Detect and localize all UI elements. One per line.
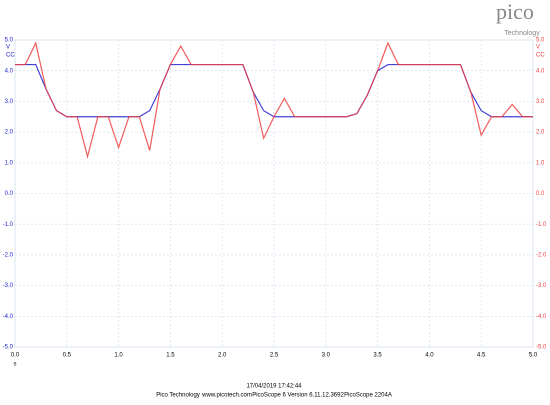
y-tick-label: 3.0 xyxy=(5,99,14,105)
y-tick-label: 5.0 xyxy=(5,38,14,44)
plot-border xyxy=(14,39,534,348)
footer-text: www.picotech.com xyxy=(201,393,252,399)
footer-text: Pico Technology xyxy=(156,393,200,399)
logo-subtitle: Technology xyxy=(504,30,540,37)
y-tick-label: 2.0 xyxy=(5,130,14,136)
y2-tick-label: -5.0 xyxy=(536,345,547,351)
y2-tick-label: 2.0 xyxy=(536,130,545,136)
x-tick-label: 4.0 xyxy=(425,353,434,359)
y2-tick-label: 1.0 xyxy=(536,160,545,166)
x-tick-label: 2.0 xyxy=(218,353,227,359)
y2-unit: V xyxy=(536,45,540,51)
logo: pico xyxy=(496,0,534,24)
y-tick-label: -2.0 xyxy=(3,252,14,258)
y-tick-label: -4.0 xyxy=(3,314,14,320)
y-tick-label: 4.0 xyxy=(5,68,14,74)
x-label: s xyxy=(14,362,17,368)
y2-tick-label: 3.0 xyxy=(536,99,545,105)
x-tick-label: 2.5 xyxy=(270,353,279,359)
y2-tick-label: 0.0 xyxy=(536,191,545,197)
y-tick-label: -3.0 xyxy=(3,283,14,289)
x-tick-label: 4.5 xyxy=(477,353,486,359)
x-tick-label: 5.0 xyxy=(529,353,538,359)
y2-name: CC xyxy=(536,53,545,59)
y-name: CC xyxy=(6,53,15,59)
timestamp: 17/04/2019 17:42:44 xyxy=(246,384,302,390)
y-unit: V xyxy=(6,45,10,51)
y-tick-label: -1.0 xyxy=(3,222,14,228)
y2-tick-label: 4.0 xyxy=(536,68,545,74)
x-tick-label: 0.5 xyxy=(63,353,72,359)
x-tick-label: 3.0 xyxy=(322,353,331,359)
y2-tick-label: -3.0 xyxy=(536,283,547,289)
x-tick-label: 0.0 xyxy=(11,353,20,359)
y2-tick-label: 5.0 xyxy=(536,38,545,44)
y2-tick-label: -2.0 xyxy=(536,252,547,258)
footer-text: PicoScope 2204A xyxy=(344,393,392,399)
y-tick-label: 0.0 xyxy=(5,191,14,197)
y-tick-label: -5.0 xyxy=(3,345,14,351)
series-line xyxy=(15,41,533,160)
x-tick-label: 1.5 xyxy=(166,353,175,359)
y2-tick-label: -4.0 xyxy=(536,314,547,320)
y-tick-label: 1.0 xyxy=(5,160,14,166)
y2-tick-label: -1.0 xyxy=(536,222,547,228)
x-tick-label: 3.5 xyxy=(373,353,382,359)
footer-text: PicoScope 6 Version 6.11.12.3692 xyxy=(252,393,344,399)
x-tick-label: 1.0 xyxy=(114,353,123,359)
